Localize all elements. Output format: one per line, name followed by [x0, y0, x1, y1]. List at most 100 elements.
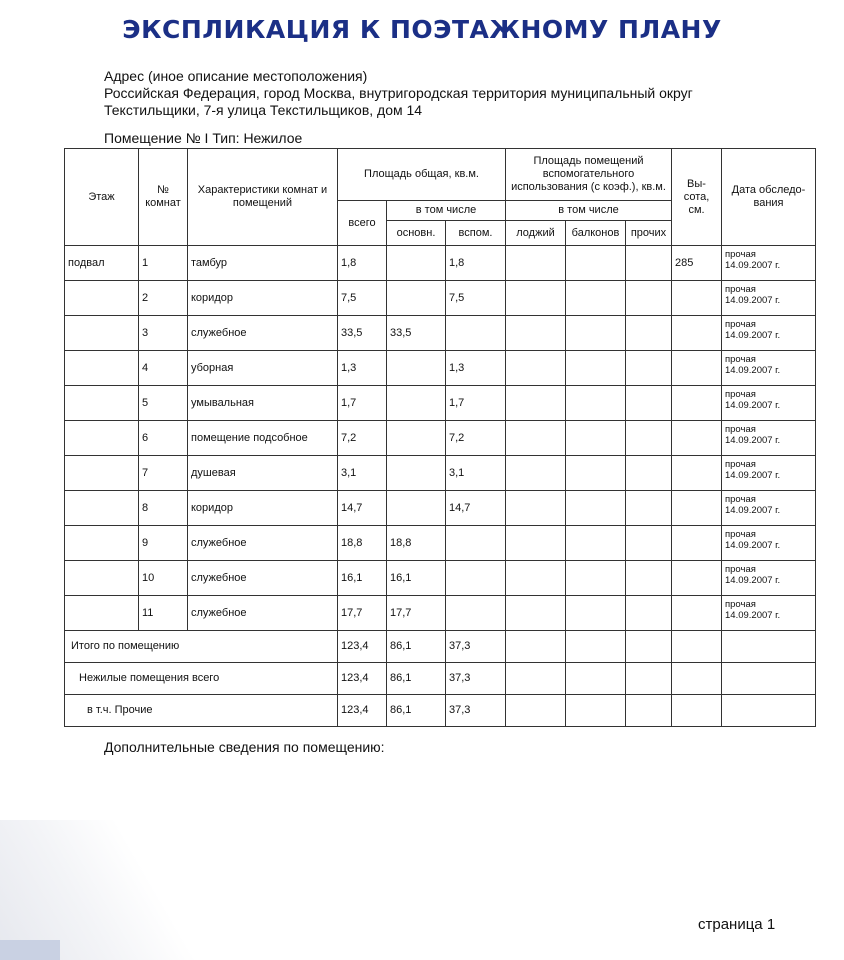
date-value: 14.09.2007 г. — [725, 330, 781, 341]
cell-other — [625, 525, 672, 561]
cell-floor — [64, 315, 139, 351]
header-floor: Этаж — [64, 148, 139, 246]
date-value: 14.09.2007 г. — [725, 260, 781, 271]
cell-balcony — [565, 560, 626, 596]
cell-other — [625, 560, 672, 596]
cell-main — [386, 280, 446, 316]
cell-room-no: 10 — [138, 560, 188, 596]
cell-main: 33,5 — [386, 315, 446, 351]
cell-main: 86,1 — [386, 630, 446, 663]
cell-empty — [721, 694, 816, 727]
cell-floor — [64, 385, 139, 421]
table-row: 8 коридор 14,7 14,7 прочая 14.09.2007 г. — [64, 490, 816, 526]
cell-height — [671, 455, 722, 491]
cell-aux: 1,7 — [445, 385, 506, 421]
cell-other — [625, 490, 672, 526]
cell-description: коридор — [187, 280, 338, 316]
cell-balcony — [565, 595, 626, 631]
cell-total: 3,1 — [337, 455, 387, 491]
cell-room-no: 5 — [138, 385, 188, 421]
header-other: прочих — [625, 220, 672, 246]
cell-loggia — [505, 595, 566, 631]
background-decoration — [0, 820, 200, 960]
cell-date: прочая 14.09.2007 г. — [721, 245, 816, 281]
date-value: 14.09.2007 г. — [725, 470, 781, 481]
cell-loggia — [505, 245, 566, 281]
cell-main: 86,1 — [386, 694, 446, 727]
cell-total: 33,5 — [337, 315, 387, 351]
table-row: 9 служебное 18,8 18,8 прочая 14.09.2007 г. — [64, 525, 816, 561]
cell-total-label: в т.ч. Прочие — [64, 694, 338, 727]
cell-empty — [505, 630, 566, 663]
cell-loggia — [505, 280, 566, 316]
cell-balcony — [565, 455, 626, 491]
totals-row: Нежилые помещения всего 123,4 86,1 37,3 — [64, 662, 816, 695]
cell-description: служебное — [187, 525, 338, 561]
header-balcony: балконов — [565, 220, 626, 246]
totals-row: Итого по помещению 123,4 86,1 37,3 — [64, 630, 816, 663]
date-type: прочая — [725, 319, 756, 330]
watermark-logo — [560, 790, 760, 850]
table-row: 7 душевая 3,1 3,1 прочая 14.09.2007 г. — [64, 455, 816, 491]
cell-height — [671, 350, 722, 386]
explication-table: Этаж № комнат Характеристики комнат и по… — [64, 148, 816, 727]
cell-main — [386, 350, 446, 386]
date-value: 14.09.2007 г. — [725, 505, 781, 516]
cell-total: 14,7 — [337, 490, 387, 526]
header-date: Дата обследо- вания — [721, 148, 816, 246]
cell-description: коридор — [187, 490, 338, 526]
cell-aux: 1,3 — [445, 350, 506, 386]
date-type: прочая — [725, 599, 756, 610]
cell-main: 16,1 — [386, 560, 446, 596]
date-type: прочая — [725, 424, 756, 435]
cell-empty — [721, 662, 816, 695]
document-body: Адрес (иное описание местоположения) Рос… — [0, 68, 844, 756]
header-room-no: № комнат — [138, 148, 188, 246]
cell-total: 17,7 — [337, 595, 387, 631]
cell-description: служебное — [187, 595, 338, 631]
cell-height: 285 — [671, 245, 722, 281]
cell-empty — [565, 662, 626, 695]
cell-empty — [565, 630, 626, 663]
header-loggia: лоджий — [505, 220, 566, 246]
cell-aux — [445, 560, 506, 596]
cell-height — [671, 525, 722, 561]
cell-room-no: 4 — [138, 350, 188, 386]
table-row: 6 помещение подсобное 7,2 7,2 прочая 14.09.20… — [64, 420, 816, 456]
cell-total-label: Нежилые помещения всего — [64, 662, 338, 695]
cell-empty — [671, 630, 722, 663]
cell-loggia — [505, 490, 566, 526]
cell-balcony — [565, 525, 626, 561]
cell-empty — [625, 694, 672, 727]
cell-total: 16,1 — [337, 560, 387, 596]
cell-main — [386, 420, 446, 456]
cell-date: прочая 14.09.2007 г. — [721, 490, 816, 526]
cell-floor: подвал — [64, 245, 139, 281]
cell-floor — [64, 490, 139, 526]
header-description: Характеристики комнат и помещений — [187, 148, 338, 246]
page-title: ЭКСПЛИКАЦИЯ К ПОЭТАЖНОМУ ПЛАНУ — [122, 15, 722, 44]
cell-loggia — [505, 315, 566, 351]
cell-room-no: 3 — [138, 315, 188, 351]
cell-height — [671, 560, 722, 596]
cell-empty — [505, 662, 566, 695]
cell-aux — [445, 315, 506, 351]
cell-balcony — [565, 350, 626, 386]
cell-room-no: 8 — [138, 490, 188, 526]
cell-description: умывальная — [187, 385, 338, 421]
cell-total: 123,4 — [337, 694, 387, 727]
header-including: в том числе — [386, 200, 506, 221]
cell-loggia — [505, 385, 566, 421]
cell-other — [625, 280, 672, 316]
cell-aux: 37,3 — [445, 630, 506, 663]
cell-total: 123,4 — [337, 630, 387, 663]
header-height: Вы- сота, см. — [671, 148, 722, 246]
cell-date: прочая 14.09.2007 г. — [721, 420, 816, 456]
cell-main — [386, 455, 446, 491]
cell-total: 1,7 — [337, 385, 387, 421]
cell-total: 7,5 — [337, 280, 387, 316]
cell-aux: 7,5 — [445, 280, 506, 316]
date-value: 14.09.2007 г. — [725, 365, 781, 376]
cell-height — [671, 315, 722, 351]
cell-room-no: 7 — [138, 455, 188, 491]
